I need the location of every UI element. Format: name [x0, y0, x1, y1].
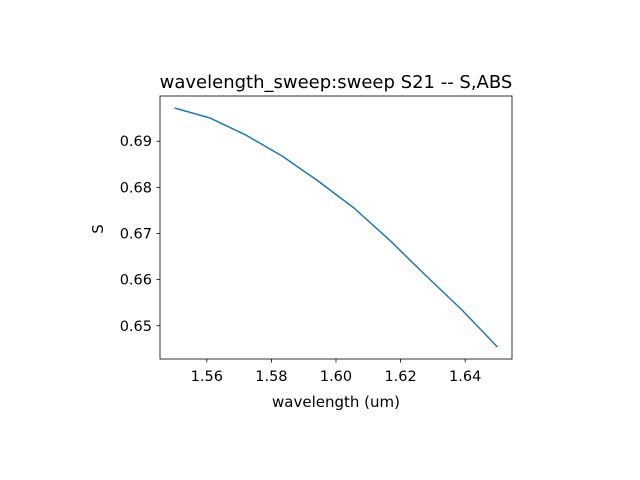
y-tick-label: 0.67 [120, 226, 152, 242]
y-tick-label: 0.69 [120, 134, 152, 150]
y-tick-label: 0.65 [120, 319, 152, 335]
y-tick-label: 0.68 [120, 180, 152, 196]
series-line-0 [174, 107, 499, 348]
y-axis-label: S [89, 224, 107, 234]
y-tick-label: 0.66 [120, 273, 152, 289]
x-tick-label: 1.64 [449, 369, 481, 385]
chart-title: wavelength_sweep:sweep S21 -- S,ABS [160, 72, 513, 93]
x-tick-label: 1.60 [320, 369, 352, 385]
x-tick-label: 1.62 [384, 369, 416, 385]
plot-area: 1.56 1.58 1.60 1.62 1.64 0.65 0.66 0.67 0.68 0.69 [120, 95, 513, 385]
x-tick-label: 1.56 [191, 369, 223, 385]
x-tick-label: 1.58 [255, 369, 287, 385]
x-axis-label: wavelength (um) [272, 393, 400, 411]
